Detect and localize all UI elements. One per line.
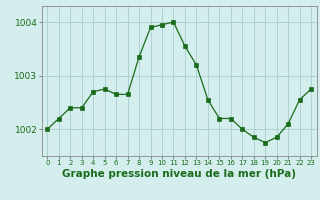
X-axis label: Graphe pression niveau de la mer (hPa): Graphe pression niveau de la mer (hPa)	[62, 169, 296, 179]
